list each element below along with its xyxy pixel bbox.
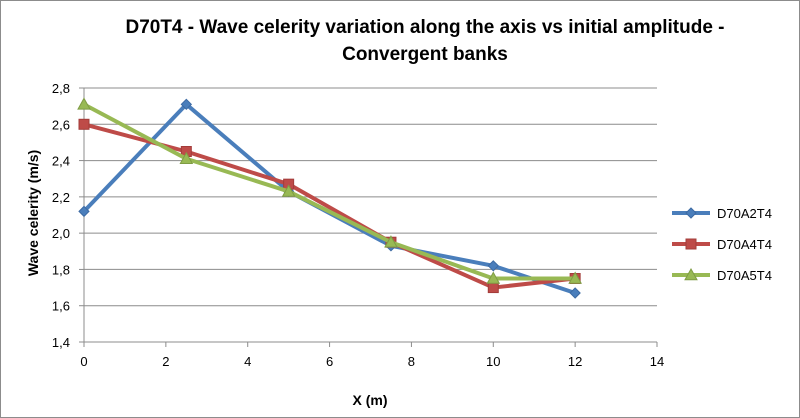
x-tick-label: 0: [80, 354, 87, 369]
legend-item: D70A4T4: [672, 237, 772, 252]
legend-label: D70A2T4: [717, 206, 772, 221]
series-line: [82, 122, 578, 290]
y-tick-label: 2,8: [52, 81, 70, 96]
y-tick-label: 2,4: [52, 154, 70, 169]
x-tick-label: 12: [568, 354, 582, 369]
x-axis-title: X (m): [353, 392, 388, 408]
data-point: [180, 98, 193, 111]
legend-item: D70A2T4: [672, 206, 772, 221]
y-axis-title: Wave celerity (m/s): [25, 150, 41, 276]
data-point: [569, 287, 581, 299]
x-tick-label: 10: [486, 354, 500, 369]
y-tick-label: 2,2: [52, 190, 70, 205]
y-tick-label: 1,8: [52, 262, 70, 277]
data-point: [487, 282, 499, 294]
x-tick-label: 6: [326, 354, 333, 369]
data-point: [281, 184, 296, 197]
legend-label: D70A5T4: [717, 268, 772, 283]
chart-title-line-2: Convergent banks: [342, 44, 508, 65]
legend-label: D70A4T4: [717, 237, 772, 252]
data-point: [568, 271, 582, 284]
series-D70A5T4: [77, 97, 582, 284]
series-D70A2T4: [78, 98, 581, 299]
series-D70A4T4: [78, 118, 581, 294]
legend-item: D70A5T4: [672, 267, 772, 283]
data-point: [486, 271, 501, 284]
y-tick-labels: 1,4 1,6 1,8 2,0 2,2 2,4 2,6 2,8: [52, 81, 70, 350]
y-tick-label: 1,4: [52, 335, 70, 350]
chart-title: D70T4 - Wave celerity variation along th…: [110, 14, 740, 68]
gridlines: [84, 87, 657, 343]
x-tick-label: 14: [650, 354, 664, 369]
legend-marker: [685, 207, 697, 219]
data-point: [179, 151, 194, 165]
y-tick-label: 1,6: [52, 299, 70, 314]
legend: D70A2T4 D70A4T4 D70A5T4: [672, 206, 772, 283]
y-tick-label: 2,0: [52, 226, 70, 241]
legend-marker: [684, 267, 698, 281]
y-tick-label: 2,6: [52, 117, 70, 132]
legend-marker: [685, 238, 697, 250]
data-point: [77, 97, 91, 110]
x-tick-label: 8: [408, 354, 415, 369]
data-point: [384, 235, 398, 248]
x-tick-label: 2: [162, 354, 169, 369]
series-line: [82, 102, 578, 281]
data-point: [78, 205, 90, 218]
data-point: [487, 260, 499, 272]
chart-title-line-1: D70T4 - Wave celerity variation along th…: [125, 17, 725, 38]
x-tick-labels: 0 2 4 6 8 10 12 14: [80, 354, 664, 369]
x-tick-label: 4: [244, 354, 251, 369]
series-line: [82, 102, 578, 296]
series-layer: [77, 97, 582, 299]
data-point: [78, 118, 90, 130]
